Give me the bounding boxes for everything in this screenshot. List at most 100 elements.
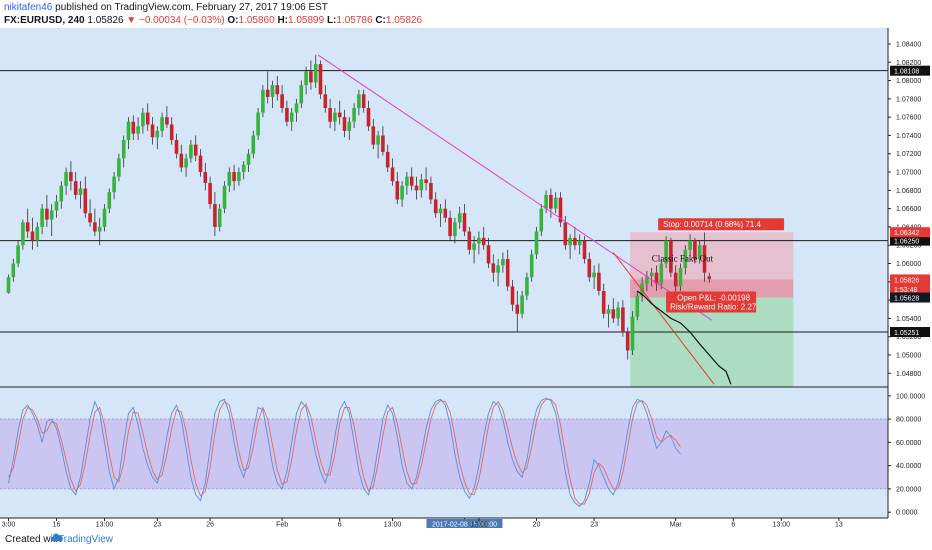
candle-body	[337, 112, 342, 118]
candle-body	[35, 226, 40, 241]
high-value: 1.05899	[288, 15, 325, 26]
candle-body	[309, 71, 313, 83]
price-badge	[890, 292, 930, 303]
candle-body	[481, 237, 486, 246]
candle-body	[467, 231, 472, 250]
price-tick-label: 1.07000	[896, 170, 921, 177]
candle-body	[491, 263, 496, 273]
candle-body	[45, 208, 49, 220]
candle-body	[688, 240, 692, 250]
candle-body	[525, 277, 529, 296]
candle-body	[693, 240, 697, 259]
candle-body	[265, 89, 270, 98]
price-tick-label: 1.05400	[896, 316, 921, 323]
price-badge-label: 1.06342	[894, 230, 919, 237]
time-tick-label: 6	[338, 522, 342, 529]
candle-body	[59, 185, 64, 202]
candle-body	[150, 124, 155, 138]
candle-body	[616, 307, 620, 319]
candle-body	[174, 140, 179, 154]
candle-body	[304, 71, 308, 86]
candle-body	[40, 208, 44, 227]
candle-body	[577, 240, 582, 246]
footer: Created with TradingView	[0, 528, 932, 550]
candle-body	[544, 194, 548, 209]
tradingview-brand[interactable]: TradingView	[58, 534, 114, 545]
time-axis: 3:00 16 13:00 23 26 Feb 6 13:00 2017-02-08 15:00…	[2, 518, 843, 528]
candle-body	[429, 183, 433, 200]
candle-body	[213, 204, 217, 227]
ohlc-line: FX:EURUSD, 240 1.05826 ▼ −0.00034 (−0.03…	[4, 15, 422, 27]
oscillator-tick-label: 0.0000	[896, 510, 918, 517]
candle-body	[21, 222, 25, 246]
candle-body	[433, 199, 438, 214]
created-with-label: Created with	[5, 534, 62, 545]
candle-body	[141, 112, 145, 127]
candle-body	[457, 213, 462, 223]
candle-body	[294, 103, 299, 113]
candle-body	[395, 181, 400, 200]
candle-body	[400, 185, 404, 200]
price-tick-label: 1.08200	[896, 60, 921, 67]
low-value: 1.05786	[336, 15, 373, 26]
publish-info: published on TradingView.com, February 2…	[55, 2, 328, 13]
candle-body	[606, 309, 611, 314]
candle-body	[645, 276, 649, 284]
price-axis: 1.08400 1.08200 1.08000 1.07800 1.07600 1.074…	[888, 41, 930, 517]
candle-body	[69, 172, 73, 182]
drawing-overlays: Classic Fake Out Stop: 0.00714 (0.68%) 71…	[317, 54, 785, 385]
candle-body	[112, 176, 116, 193]
candle-body	[299, 85, 304, 104]
candle-body	[160, 117, 164, 131]
candle-body	[145, 112, 150, 125]
candle-body	[568, 237, 572, 246]
candle-body	[64, 172, 68, 186]
breakdown-line	[612, 252, 715, 385]
candle-body	[592, 272, 596, 278]
price-tick-label: 1.06800	[896, 188, 921, 195]
candle-body	[261, 89, 265, 113]
candle-body	[342, 117, 347, 131]
candle-body	[659, 263, 664, 284]
candle-body	[385, 151, 390, 168]
oscillator-tick-label: 40.0000	[896, 463, 921, 470]
time-cursor-badge	[426, 519, 503, 528]
oscillator-tick-label: 80.0000	[896, 417, 921, 424]
candle-body	[409, 176, 414, 186]
candle-body	[88, 213, 92, 223]
candle-body	[654, 272, 659, 284]
candle-body	[587, 258, 592, 278]
price-tick-label: 1.07600	[896, 115, 921, 122]
candle-body	[313, 64, 318, 83]
candle-body	[443, 208, 448, 218]
candle-body	[78, 188, 83, 195]
time-tick-label: 23	[590, 522, 598, 529]
candle-body	[270, 85, 275, 98]
candle-body	[390, 167, 395, 182]
price-chart[interactable]: Classic Fake Out Stop: 0.00714 (0.68%) 71…	[0, 28, 932, 528]
candle-body	[376, 135, 380, 145]
tradingview-cloud-icon	[50, 533, 63, 541]
author-link[interactable]: nikitafen46	[4, 2, 53, 13]
candle-body	[553, 197, 558, 209]
time-tick-label: 20	[533, 522, 541, 529]
candle-body	[136, 126, 140, 134]
candle-body	[707, 276, 712, 280]
candle-body	[73, 181, 78, 195]
open-pnl-label: Open P&L: -0.00198	[677, 294, 750, 303]
open-label: O:	[227, 15, 239, 26]
candle-body	[621, 307, 625, 333]
price-tick-label: 1.06200	[896, 243, 921, 250]
candle-body	[539, 208, 544, 232]
time-tick-label: 13:00	[96, 522, 114, 529]
candle-body	[361, 94, 366, 109]
candle-body	[534, 231, 539, 255]
time-tick-label: 16	[53, 522, 61, 529]
candle-body	[30, 231, 35, 241]
level-badge-label: 1.06250	[894, 239, 919, 246]
level-badge-label: 1.05251	[894, 330, 919, 337]
level-badge	[890, 65, 930, 76]
candle-body	[179, 153, 184, 168]
time-tick-label: 13:00	[773, 522, 791, 529]
candle-body	[597, 272, 601, 291]
